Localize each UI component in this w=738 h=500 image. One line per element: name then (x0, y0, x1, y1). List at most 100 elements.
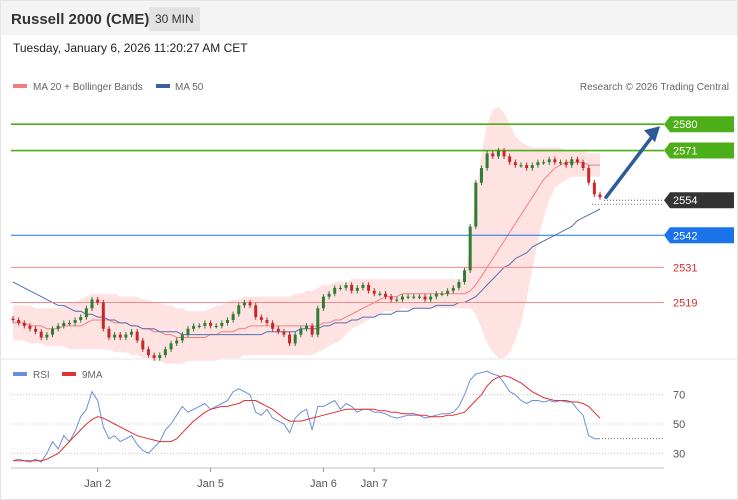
candle-body (412, 296, 416, 298)
candle-body (288, 334, 292, 344)
candle-body (570, 159, 574, 166)
legend-ma20-label: MA 20 + Bollinger Bands (33, 82, 143, 93)
candle-body (378, 293, 382, 295)
candle-body (474, 182, 478, 227)
candle-body (259, 317, 263, 321)
level-label-2571: 2571 (673, 146, 697, 158)
candle-body (446, 290, 450, 294)
candle-body (56, 325, 60, 329)
candle-body (592, 182, 596, 195)
x-tick-label: Jan 5 (197, 478, 224, 490)
candle-body (468, 226, 472, 271)
candle-body (395, 299, 399, 301)
candle-body (197, 325, 201, 328)
x-tick-label: Jan 6 (310, 478, 337, 490)
candle-body (525, 165, 529, 169)
candle-body (513, 162, 517, 166)
candlesticks (11, 126, 660, 361)
candle-body (113, 334, 117, 338)
legend-9ma-swatch (62, 372, 76, 376)
level-label-2580: 2580 (673, 119, 697, 131)
candle-body (333, 287, 337, 294)
candle-body (400, 296, 404, 300)
candle-body (547, 159, 551, 163)
candle-body (96, 299, 100, 303)
level-tag-2554 (664, 192, 734, 209)
level-tag-2542 (664, 227, 734, 244)
candle-body (423, 296, 427, 300)
level-label-2554: 2554 (673, 195, 697, 207)
legend-ma20-swatch (13, 84, 27, 88)
candle-body (79, 317, 83, 321)
candle-body (231, 314, 235, 321)
candle-body (542, 162, 546, 164)
candle-body (587, 168, 591, 183)
legend-ma50-label: MA 50 (175, 82, 204, 93)
candle-body (293, 334, 297, 344)
candle-body (327, 293, 331, 297)
candle-body (417, 296, 421, 298)
level-label-2519: 2519 (673, 297, 697, 309)
interval-button[interactable]: 30 MIN (149, 7, 200, 31)
level-tag-2571 (664, 142, 734, 159)
candle-body (502, 150, 506, 157)
candle-body (135, 331, 139, 341)
candle-body (271, 322, 275, 329)
candle-body (118, 334, 122, 338)
candle-body (479, 168, 483, 183)
candle-body (372, 290, 376, 294)
candle-body (175, 340, 179, 344)
candle-body (299, 328, 303, 335)
candle-body (575, 159, 579, 163)
candle-body (451, 287, 455, 291)
candle-body (440, 293, 444, 295)
candle-body (107, 328, 111, 338)
candle-body (384, 293, 388, 297)
candle-body (406, 296, 410, 298)
candle-body (163, 349, 167, 356)
candle-body (124, 334, 128, 338)
candle-body (553, 159, 557, 163)
rsi-tick-50: 50 (673, 419, 685, 431)
candle-body (496, 150, 500, 157)
x-tick-label: Jan 2 (84, 478, 111, 490)
candle-body (225, 320, 229, 323)
candle-body (429, 296, 433, 300)
candle-body (310, 325, 314, 335)
candle-body (214, 325, 218, 328)
x-axis-ticks: Jan 2 Jan 5 Jan 6 Jan 7 (84, 468, 388, 490)
candle-body (146, 349, 150, 356)
rsi-line (12, 370, 600, 463)
level-tag-2580 (664, 116, 734, 133)
x-tick-label: Jan 7 (361, 478, 388, 490)
candle-body (17, 320, 21, 323)
candle-body (530, 165, 534, 169)
candle-body (598, 194, 602, 198)
level-label-2531: 2531 (673, 262, 697, 274)
candle-body (491, 153, 495, 157)
rsi-tick-30: 30 (673, 448, 685, 460)
candle-body (101, 302, 105, 329)
timestamp: Tuesday, January 6, 2026 11:20:27 AM CET (13, 41, 248, 55)
candle-body (237, 305, 241, 315)
candle-body (62, 322, 66, 326)
candle-body (51, 328, 55, 335)
candle-body (11, 318, 15, 321)
candle-body (186, 328, 190, 335)
candle-body (180, 334, 184, 341)
candle-body (265, 320, 269, 323)
candle-body (434, 293, 438, 297)
candle-body (389, 296, 393, 300)
candle-body (39, 331, 43, 338)
candle-body (67, 322, 71, 325)
candle-body (90, 299, 94, 309)
candle-body (508, 156, 512, 163)
rsi-legend: RSI 9MA (13, 370, 103, 381)
candle-body (344, 284, 348, 288)
rsi-ma-line (13, 375, 601, 462)
rsi-tick-70: 70 (673, 390, 685, 402)
candle-body (242, 302, 246, 306)
candle-body (361, 284, 365, 288)
candle-body (305, 325, 308, 329)
